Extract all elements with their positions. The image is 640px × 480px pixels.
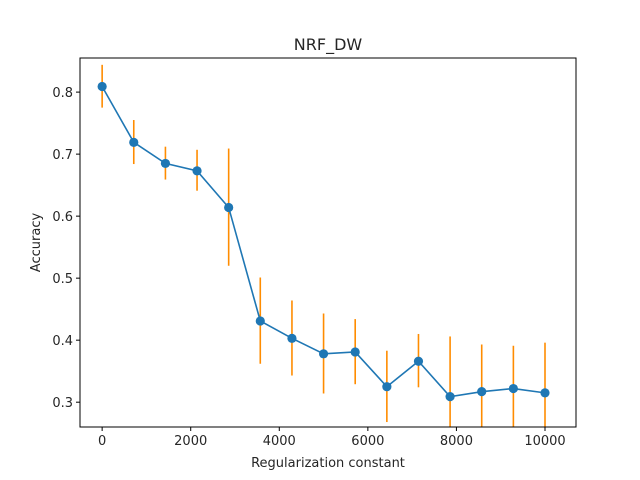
x-axis-label: Regularization constant xyxy=(251,456,405,471)
y-tick-label: 0.4 xyxy=(52,334,73,349)
y-tick-label: 0.3 xyxy=(52,396,73,411)
x-tick-label: 4000 xyxy=(263,434,296,449)
x-tick-label: 0 xyxy=(98,434,106,449)
x-tick-label: 8000 xyxy=(440,434,473,449)
x-tick-label: 2000 xyxy=(174,434,207,449)
data-point xyxy=(160,158,171,169)
data-point xyxy=(287,333,297,343)
data-point xyxy=(97,81,107,92)
x-tick-label: 10000 xyxy=(524,434,565,449)
axis-ticks: 0 2000 4000 6000 8000 10000 0.3 0.4 0.5 0.6 0.7 0.8 xyxy=(52,86,565,449)
y-tick-label: 0.5 xyxy=(52,272,73,287)
plot-area xyxy=(97,64,550,427)
data-point xyxy=(413,356,424,366)
data-point xyxy=(255,316,265,326)
y-tick-label: 0.6 xyxy=(52,210,73,225)
data-point xyxy=(382,382,392,392)
chart-title: NRF_DW xyxy=(294,35,363,55)
data-point xyxy=(477,387,487,397)
data-point xyxy=(350,347,360,357)
data-point xyxy=(540,388,550,398)
data-point xyxy=(445,392,455,402)
y-tick-label: 0.8 xyxy=(52,86,73,101)
series-group xyxy=(97,64,550,427)
data-point xyxy=(129,137,139,147)
y-axis-label: Accuracy xyxy=(29,213,44,273)
data-point xyxy=(508,383,518,394)
y-tick-label: 0.7 xyxy=(52,148,73,163)
axes-frame xyxy=(79,57,577,428)
data-point xyxy=(318,349,329,359)
data-point xyxy=(224,202,234,213)
data-point xyxy=(192,166,202,176)
x-tick-label: 6000 xyxy=(351,434,384,449)
